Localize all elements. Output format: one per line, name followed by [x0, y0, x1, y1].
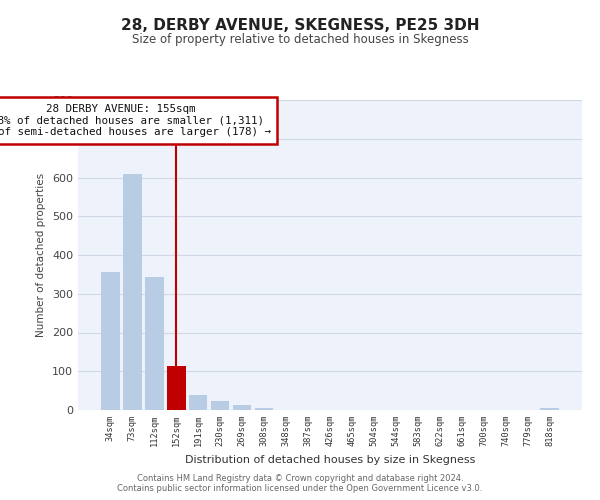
Text: 28, DERBY AVENUE, SKEGNESS, PE25 3DH: 28, DERBY AVENUE, SKEGNESS, PE25 3DH — [121, 18, 479, 32]
Bar — [123, 174, 142, 410]
Text: 28 DERBY AVENUE: 155sqm
← 88% of detached houses are smaller (1,311)
12% of semi: 28 DERBY AVENUE: 155sqm ← 88% of detache… — [0, 104, 271, 137]
Bar — [101, 272, 119, 410]
Bar — [145, 277, 164, 410]
Text: Size of property relative to detached houses in Skegness: Size of property relative to detached ho… — [131, 32, 469, 46]
Bar — [167, 366, 185, 410]
Bar — [189, 394, 208, 410]
Bar — [233, 405, 251, 410]
Bar — [541, 408, 559, 410]
Text: Contains public sector information licensed under the Open Government Licence v3: Contains public sector information licen… — [118, 484, 482, 493]
Text: Contains HM Land Registry data © Crown copyright and database right 2024.: Contains HM Land Registry data © Crown c… — [137, 474, 463, 483]
Bar — [255, 408, 274, 410]
X-axis label: Distribution of detached houses by size in Skegness: Distribution of detached houses by size … — [185, 454, 475, 464]
Y-axis label: Number of detached properties: Number of detached properties — [37, 173, 46, 337]
Bar — [211, 402, 229, 410]
